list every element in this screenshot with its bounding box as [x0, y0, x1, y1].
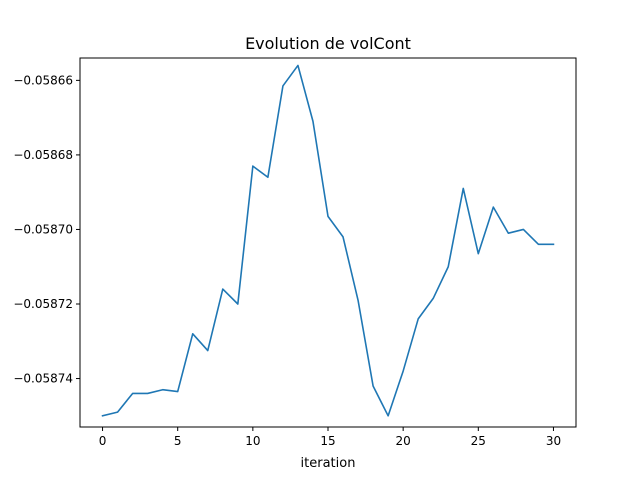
- x-tick-label: 30: [546, 434, 561, 448]
- x-tick-label: 0: [99, 434, 107, 448]
- chart-title: Evolution de volCont: [245, 34, 411, 53]
- x-tick-label: 20: [396, 434, 411, 448]
- x-tick-label: 25: [471, 434, 486, 448]
- y-tick-label: −0.05872: [13, 297, 73, 311]
- y-tick-label: −0.05866: [13, 73, 73, 87]
- x-axis-label: iteration: [301, 456, 356, 471]
- x-axis-ticks: 0 5 10 15 20 25 30: [99, 427, 561, 448]
- y-tick-label: −0.05870: [13, 222, 73, 236]
- y-tick-label: −0.05868: [13, 148, 73, 162]
- plot-area: [101, 64, 555, 417]
- y-tick-label: −0.05874: [13, 372, 73, 386]
- series-line-0: [101, 64, 555, 417]
- y-axis-ticks: −0.05866 −0.05868 −0.05870 −0.05872 −0.05874: [13, 73, 80, 386]
- x-tick-label: 5: [174, 434, 182, 448]
- x-tick-label: 10: [245, 434, 260, 448]
- x-tick-label: 15: [320, 434, 335, 448]
